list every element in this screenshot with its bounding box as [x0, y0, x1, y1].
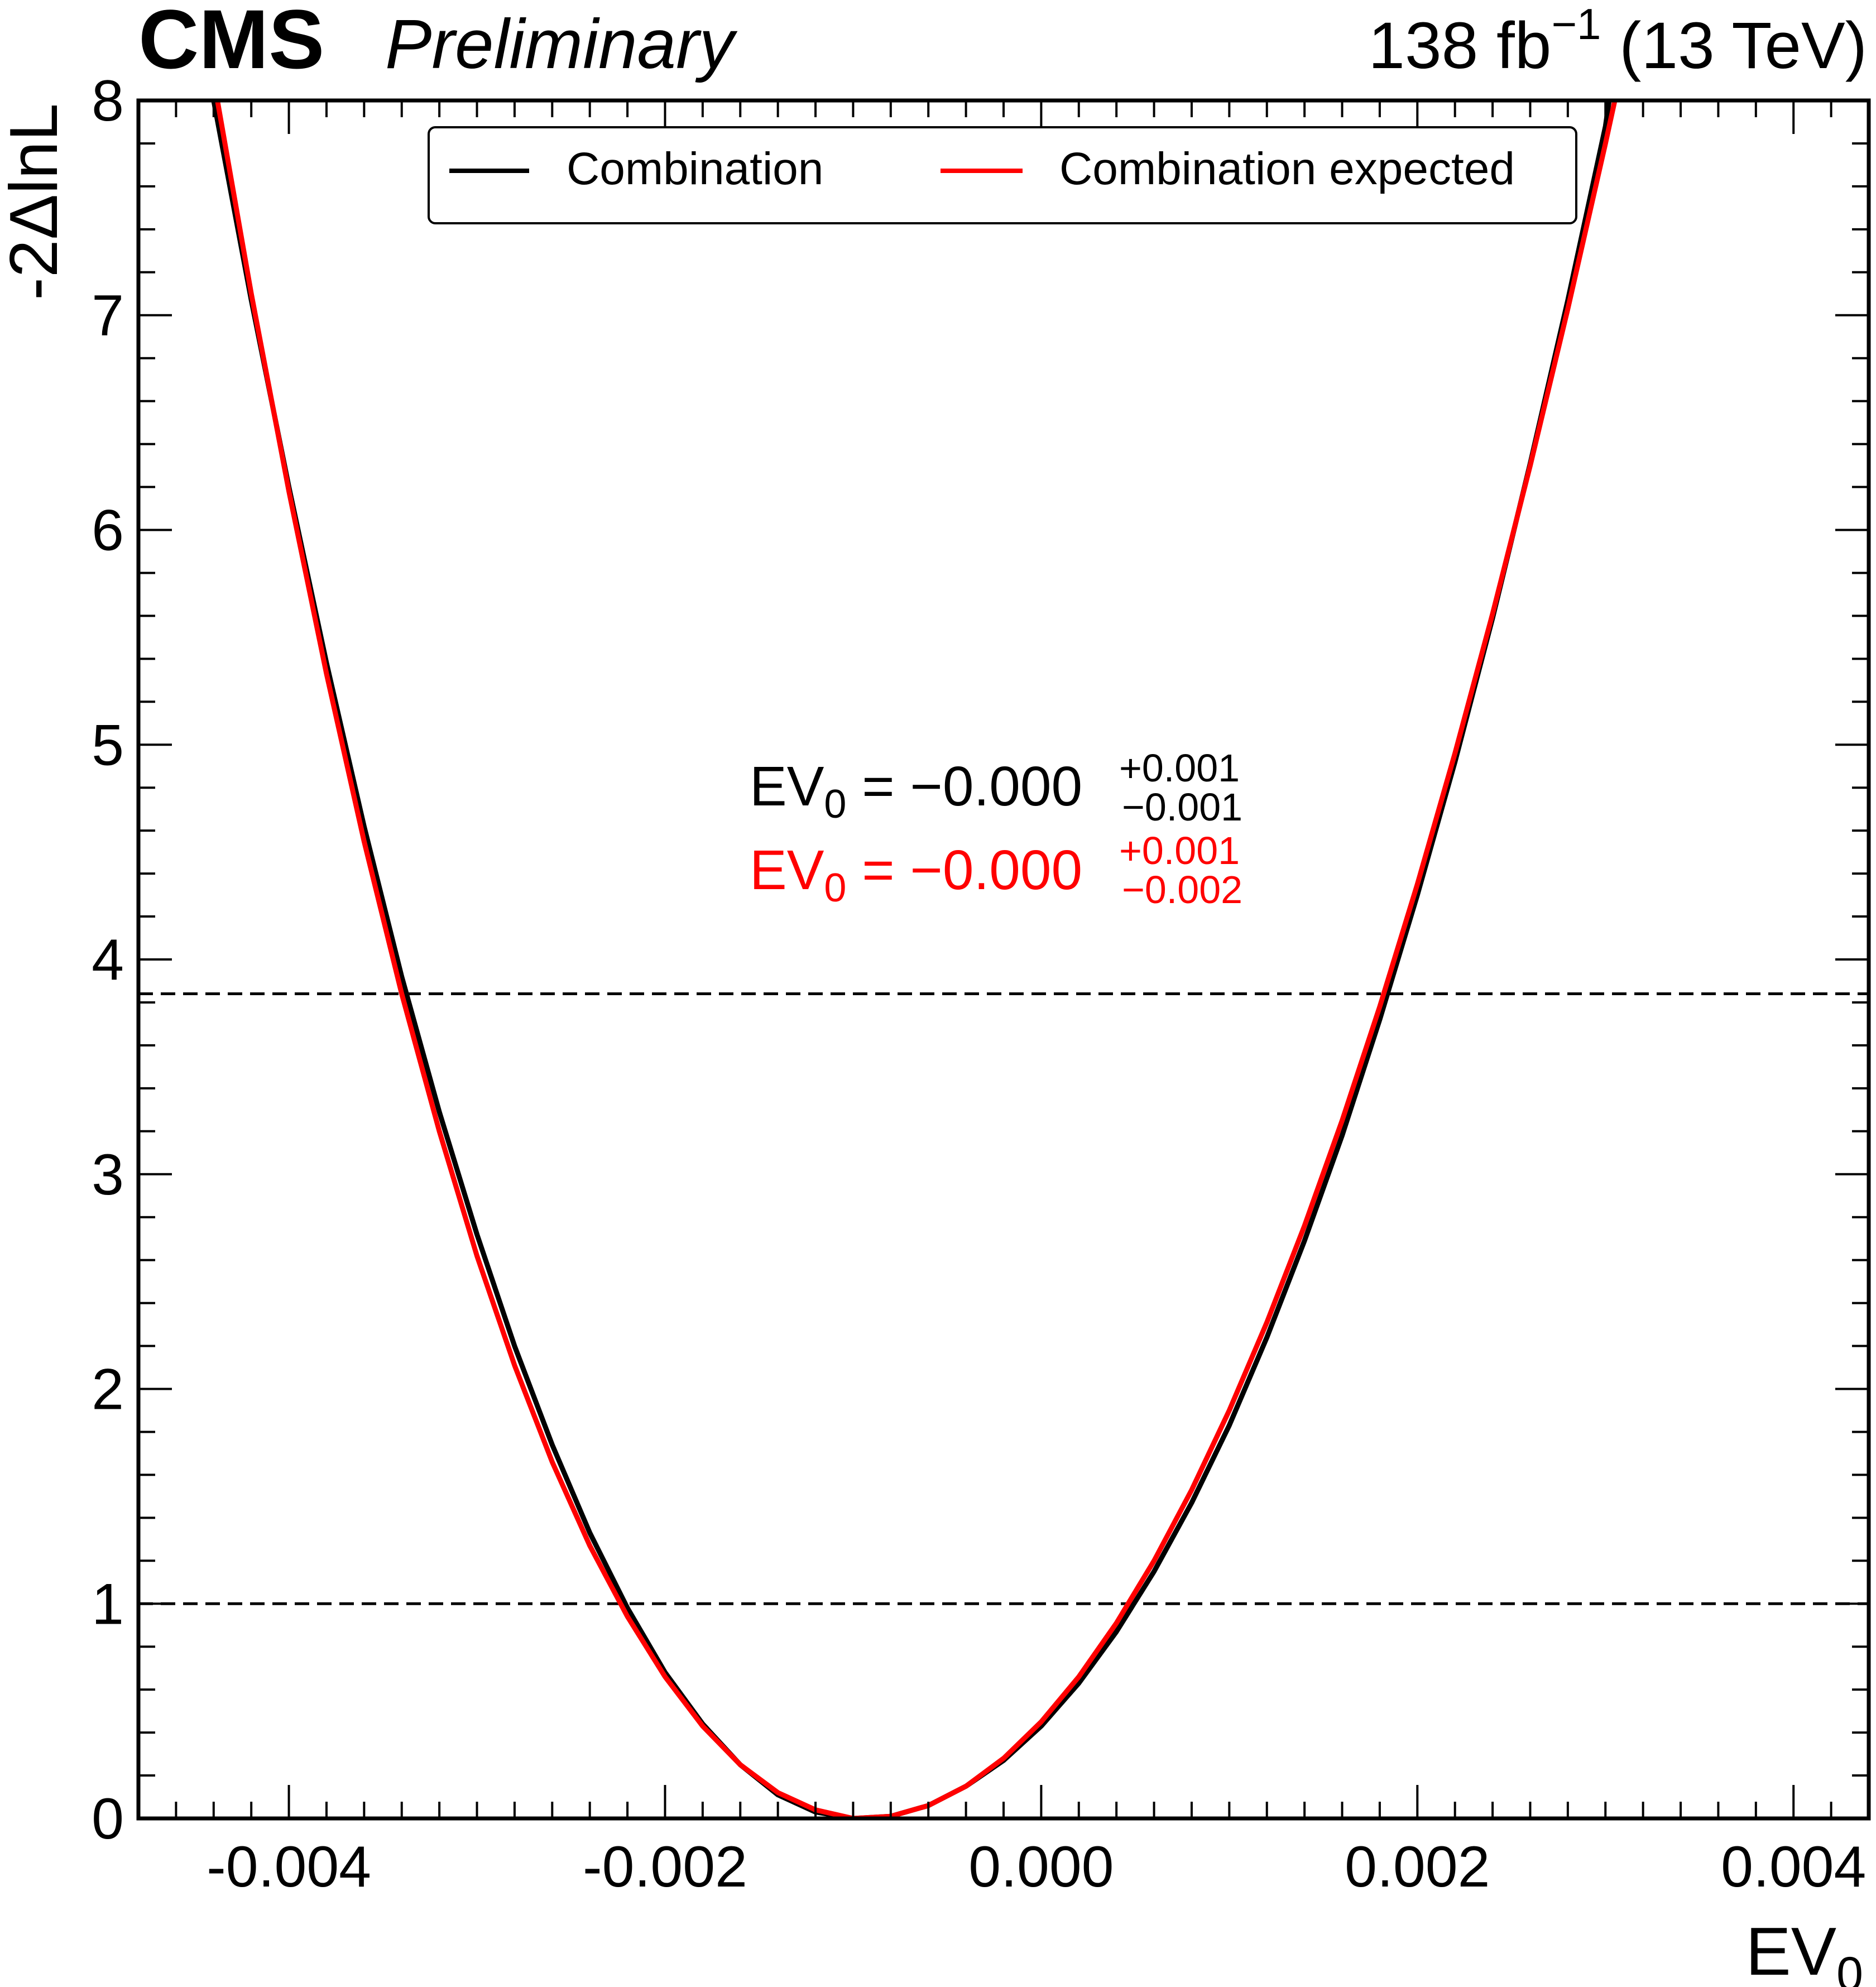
y-tick-label: 1: [92, 1572, 124, 1636]
y-axis-label: -2ΔlnL: [0, 103, 71, 300]
x-tick-label: 0.002: [1345, 1835, 1490, 1899]
x-tick-labels: -0.004 -0.002 0.000 0.002 0.004: [207, 1835, 1866, 1899]
experiment-label: CMS: [138, 0, 324, 86]
fit-result-observed: EV0 = −0.000 +0.001 −0.001: [750, 746, 1242, 829]
axis-ticks: [138, 99, 1870, 1820]
x-axis-label: EV0: [1745, 1913, 1863, 1987]
observed-space: [846, 755, 862, 818]
expected-value: = −0.000: [862, 839, 1082, 901]
legend-box: [428, 126, 1577, 224]
x-axis-label-sub: 0: [1836, 1947, 1863, 1987]
lumi-value: 138 fb: [1368, 9, 1551, 83]
expected-sub: 0: [824, 866, 846, 910]
x-axis-label-main: EV: [1745, 1913, 1836, 1987]
expected-lower-error: −0.002: [1122, 868, 1242, 911]
observed-sub: 0: [824, 782, 846, 827]
observed-result-text: EV0 = −0.000: [750, 755, 1082, 827]
y-tick-label: 8: [92, 69, 124, 133]
reference-lines: [138, 992, 1869, 1605]
legend-label-combination: Combination: [567, 143, 823, 194]
y-tick-label: 3: [92, 1143, 124, 1207]
energy-label: (13 TeV): [1619, 9, 1867, 83]
expected-upper-error: +0.001: [1119, 829, 1240, 872]
fit-result-expected: EV0 = −0.000 +0.001 −0.002: [750, 829, 1242, 911]
y-tick-labels: 0 1 2 3 4 5 6 7 8: [92, 69, 124, 1851]
lumi-energy-space: [1601, 9, 1619, 83]
y-tick-label: 0: [92, 1787, 124, 1851]
x-tick-label: -0.004: [207, 1835, 371, 1899]
lumi-label: 138 fb−1 (13 TeV): [1368, 0, 1867, 83]
status-label: Preliminary: [385, 6, 738, 83]
x-tick-label: 0.000: [968, 1835, 1114, 1899]
expected-lhs: EV: [750, 839, 824, 901]
observed-upper-error: +0.001: [1119, 746, 1240, 790]
y-tick-label: 5: [92, 713, 124, 777]
y-tick-label: 2: [92, 1357, 124, 1422]
y-tick-label: 7: [92, 284, 124, 348]
legend-label-expected: Combination expected: [1059, 143, 1515, 194]
expected-result-text: EV0 = −0.000: [750, 839, 1082, 910]
y-tick-label: 6: [92, 498, 124, 563]
x-tick-label: -0.002: [583, 1835, 747, 1899]
observed-lhs: EV: [750, 755, 824, 818]
y-tick-label: 4: [92, 928, 124, 992]
observed-lower-error: −0.001: [1122, 785, 1242, 829]
legend: Combination Combination expected: [428, 126, 1577, 224]
x-tick-label: 0.004: [1721, 1835, 1866, 1899]
expected-space: [846, 839, 862, 901]
lumi-exponent: −1: [1551, 0, 1601, 49]
observed-value: = −0.000: [862, 755, 1082, 818]
